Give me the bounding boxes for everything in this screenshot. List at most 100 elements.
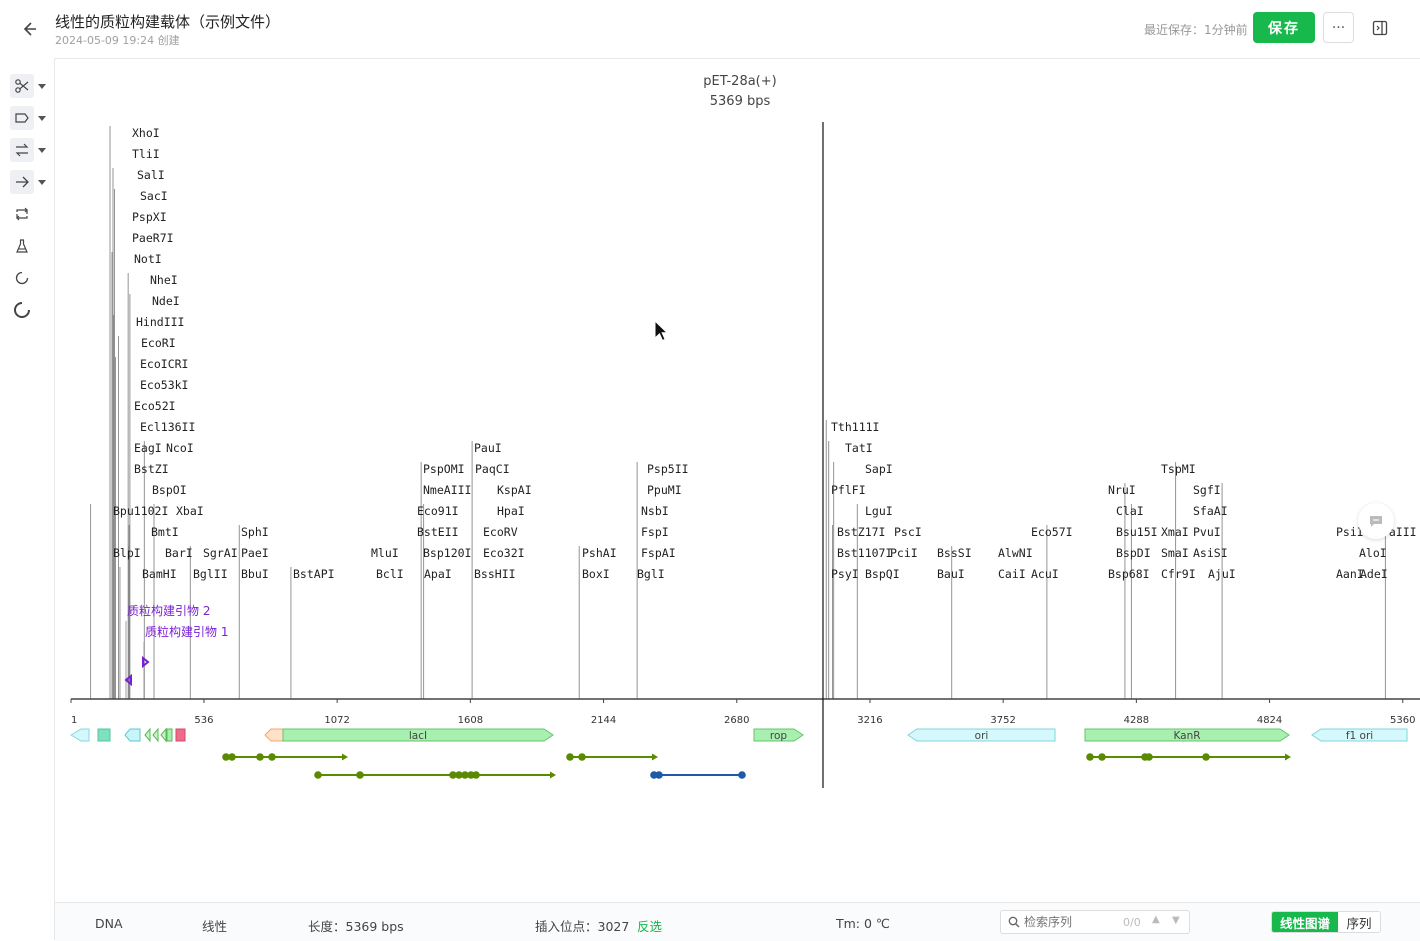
enzyme-label[interactable]: AjuI bbox=[1208, 567, 1236, 581]
enzyme-label[interactable]: SgfI bbox=[1193, 483, 1221, 497]
enzyme-label[interactable]: AdeI bbox=[1360, 567, 1388, 581]
enzyme-label[interactable]: SfaAI bbox=[1193, 504, 1228, 518]
enzyme-label[interactable]: EcoRV bbox=[483, 525, 518, 539]
enzyme-label[interactable]: PshAI bbox=[582, 546, 617, 560]
enzyme-label[interactable]: BlpI bbox=[113, 546, 141, 560]
enzyme-label[interactable]: XhoI bbox=[132, 126, 160, 140]
chevron-down-icon[interactable] bbox=[38, 180, 46, 185]
enzyme-label[interactable]: BauI bbox=[937, 567, 965, 581]
enzyme-label[interactable]: LguI bbox=[865, 504, 893, 518]
more-options-button[interactable]: ··· bbox=[1323, 12, 1354, 43]
enzyme-label[interactable]: PspXI bbox=[132, 210, 167, 224]
enzyme-label[interactable]: SphI bbox=[241, 525, 269, 539]
enzyme-label[interactable]: PauI bbox=[474, 441, 502, 455]
enzyme-label[interactable]: BssHII bbox=[474, 567, 516, 581]
enzyme-label[interactable]: BarI bbox=[165, 546, 193, 560]
loop-icon[interactable] bbox=[10, 202, 34, 226]
enzyme-label[interactable]: NheI bbox=[150, 273, 178, 287]
circle-icon[interactable] bbox=[10, 266, 34, 290]
enzyme-label[interactable]: BbuI bbox=[241, 567, 269, 581]
enzyme-label[interactable]: PaeR7I bbox=[132, 231, 174, 245]
enzyme-label[interactable]: AsiSI bbox=[1193, 546, 1228, 560]
primer-label[interactable]: 质粒构建引物 1 bbox=[145, 624, 228, 639]
feature-rop[interactable] bbox=[753, 728, 804, 742]
enzyme-label[interactable]: NdeI bbox=[152, 294, 180, 308]
enzyme-label[interactable]: AcuI bbox=[1031, 567, 1059, 581]
scissors-icon[interactable] bbox=[10, 74, 34, 98]
enzyme-label[interactable]: PspOMI bbox=[423, 462, 465, 476]
enzyme-label[interactable]: BclI bbox=[376, 567, 404, 581]
primer-label[interactable]: 质粒构建引物 2 bbox=[127, 603, 210, 618]
enzyme-label[interactable]: NsbI bbox=[641, 504, 669, 518]
arrow-right-icon[interactable] bbox=[10, 170, 34, 194]
enzyme-label[interactable]: BmtI bbox=[151, 525, 179, 539]
enzyme-label[interactable]: BstEII bbox=[417, 525, 459, 539]
feature-small[interactable] bbox=[70, 728, 90, 742]
enzyme-label[interactable]: PscI bbox=[894, 525, 922, 539]
enzyme-label[interactable]: SmaI bbox=[1161, 546, 1189, 560]
feature-f1-ori[interactable] bbox=[1311, 728, 1408, 742]
feature-small[interactable] bbox=[160, 727, 167, 743]
enzyme-label[interactable]: Bsu15I bbox=[1116, 525, 1158, 539]
ring-icon[interactable] bbox=[10, 298, 34, 322]
swap-icon[interactable] bbox=[10, 138, 34, 162]
enzyme-label[interactable]: PaqCI bbox=[475, 462, 510, 476]
feature-small[interactable] bbox=[264, 728, 284, 742]
feedback-button[interactable] bbox=[1358, 503, 1394, 539]
enzyme-label[interactable]: Bst1107I bbox=[837, 546, 892, 560]
enzyme-label[interactable]: HpaI bbox=[497, 504, 525, 518]
enzyme-label[interactable]: PsiI bbox=[1336, 525, 1364, 539]
enzyme-label[interactable]: KspAI bbox=[497, 483, 532, 497]
feature-laci[interactable] bbox=[282, 728, 554, 742]
enzyme-label[interactable]: BspQI bbox=[865, 567, 900, 581]
enzyme-label[interactable]: NruI bbox=[1108, 483, 1136, 497]
enzyme-label[interactable]: BstAPI bbox=[293, 567, 335, 581]
enzyme-label[interactable]: CaiI bbox=[998, 567, 1026, 581]
enzyme-label[interactable]: Ecl136II bbox=[140, 420, 195, 434]
enzyme-label[interactable]: PflFI bbox=[831, 483, 866, 497]
enzyme-label[interactable]: PciI bbox=[890, 546, 918, 560]
enzyme-label[interactable]: MluI bbox=[371, 546, 399, 560]
chevron-down-icon[interactable] bbox=[38, 84, 46, 89]
feature-small[interactable] bbox=[175, 728, 186, 742]
search-next-icon[interactable]: ▼ bbox=[1172, 915, 1180, 926]
enzyme-label[interactable]: ClaI bbox=[1116, 504, 1144, 518]
enzyme-label[interactable]: Eco53kI bbox=[140, 378, 188, 392]
enzyme-label[interactable]: NcoI bbox=[166, 441, 194, 455]
enzyme-label[interactable]: BglI bbox=[637, 567, 665, 581]
chevron-down-icon[interactable] bbox=[38, 116, 46, 121]
enzyme-label[interactable]: NotI bbox=[134, 252, 162, 266]
feature-kanr[interactable] bbox=[1084, 728, 1290, 742]
sequence-search[interactable]: 0/0 ▲ ▼ bbox=[1000, 910, 1190, 934]
flask-icon[interactable] bbox=[10, 234, 34, 258]
enzyme-label[interactable]: BstZ17I bbox=[837, 525, 885, 539]
enzyme-label[interactable]: Eco52I bbox=[134, 399, 176, 413]
tag-icon[interactable] bbox=[10, 106, 34, 130]
enzyme-label[interactable]: BspOI bbox=[152, 483, 187, 497]
primer-arrow-reverse[interactable] bbox=[124, 673, 132, 687]
invert-selection-link[interactable]: 反选 bbox=[637, 919, 663, 934]
enzyme-label[interactable]: FspI bbox=[641, 525, 669, 539]
enzyme-label[interactable]: PpuMI bbox=[647, 483, 682, 497]
enzyme-label[interactable]: ApaI bbox=[424, 567, 452, 581]
enzyme-label[interactable]: TatI bbox=[845, 441, 873, 455]
back-arrow-icon[interactable] bbox=[20, 18, 42, 40]
enzyme-label[interactable]: HindIII bbox=[136, 315, 184, 329]
enzyme-label[interactable]: BssSI bbox=[937, 546, 972, 560]
feature-small[interactable] bbox=[152, 727, 159, 743]
view-toggle[interactable]: 线性图谱 序列 bbox=[1271, 911, 1381, 933]
enzyme-label[interactable]: TliI bbox=[132, 147, 160, 161]
enzyme-label[interactable]: Psp5II bbox=[647, 462, 689, 476]
enzyme-label[interactable]: AlwNI bbox=[998, 546, 1033, 560]
enzyme-label[interactable]: SapI bbox=[865, 462, 893, 476]
panel-toggle-icon[interactable] bbox=[1366, 14, 1394, 42]
feature-small[interactable] bbox=[124, 728, 141, 742]
enzyme-label[interactable]: XmaI bbox=[1161, 525, 1189, 539]
enzyme-label[interactable]: FspAI bbox=[641, 546, 676, 560]
chevron-down-icon[interactable] bbox=[38, 148, 46, 153]
enzyme-label[interactable]: EagI bbox=[134, 441, 162, 455]
enzyme-label[interactable]: Eco57I bbox=[1031, 525, 1073, 539]
enzyme-label[interactable]: BstZI bbox=[134, 462, 169, 476]
enzyme-label[interactable]: Bpu1102I bbox=[113, 504, 168, 518]
feature-small[interactable] bbox=[166, 728, 173, 742]
